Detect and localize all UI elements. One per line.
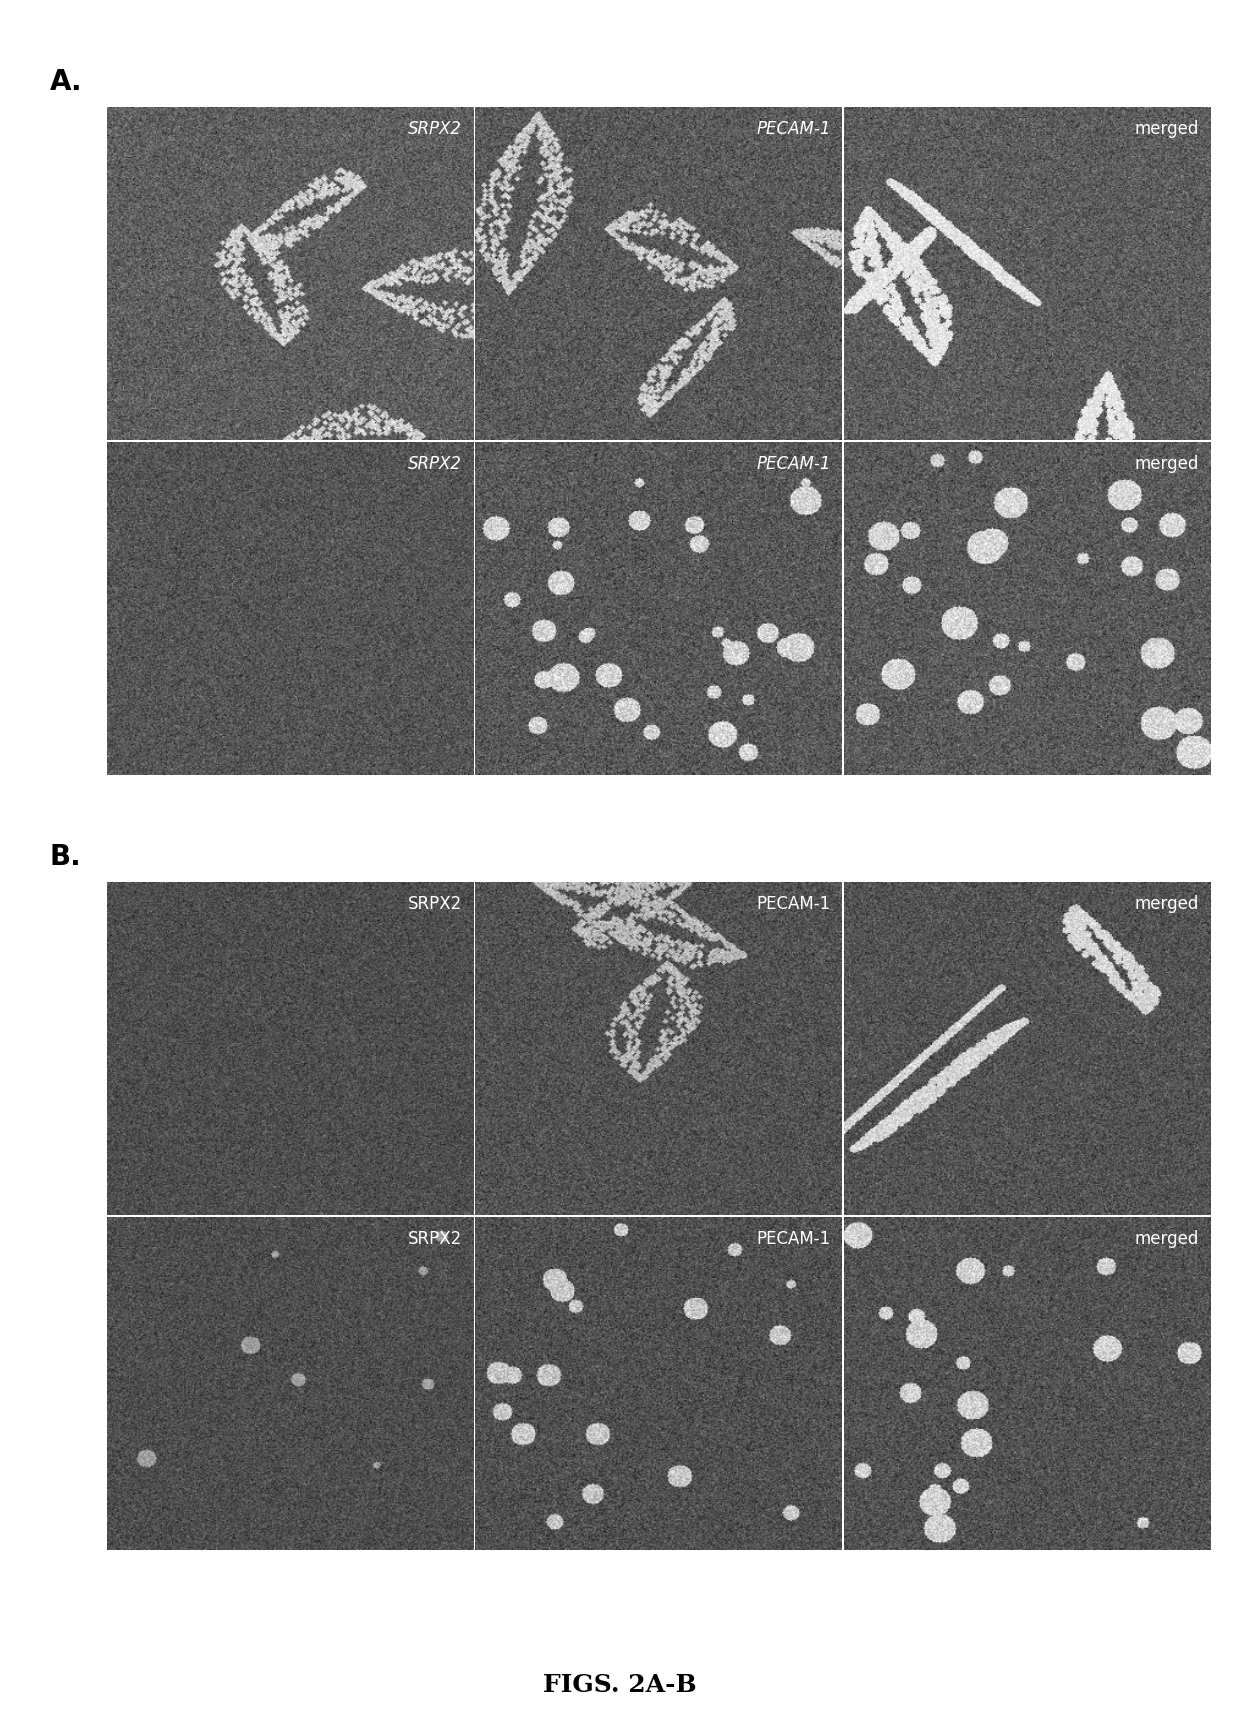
Text: SRPX2: SRPX2 — [408, 896, 463, 913]
Text: MATRIGEL: MATRIGEL — [69, 232, 86, 318]
Text: PECAM-1: PECAM-1 — [756, 1230, 831, 1249]
Text: SRPX2: SRPX2 — [408, 455, 463, 474]
Text: SRPX2: SRPX2 — [408, 1230, 463, 1249]
Text: FIGS. 2A-B: FIGS. 2A-B — [543, 1673, 697, 1697]
Text: MATRIGEL: MATRIGEL — [69, 1007, 86, 1093]
Text: PECAM-1: PECAM-1 — [756, 896, 831, 913]
Text: Protein: Protein — [595, 846, 720, 875]
Text: A.: A. — [50, 67, 83, 95]
Text: merged: merged — [1135, 896, 1199, 913]
Text: PECAM-1: PECAM-1 — [756, 121, 831, 138]
Text: LLC1: LLC1 — [69, 1363, 86, 1405]
Text: PECAM-1: PECAM-1 — [756, 455, 831, 474]
Text: merged: merged — [1135, 121, 1199, 138]
Text: mRNA: mRNA — [610, 71, 704, 100]
Text: SRPX2: SRPX2 — [408, 121, 463, 138]
Text: merged: merged — [1135, 1230, 1199, 1249]
Text: B.: B. — [50, 843, 82, 870]
Text: LLC1: LLC1 — [69, 588, 86, 630]
Text: merged: merged — [1135, 455, 1199, 474]
